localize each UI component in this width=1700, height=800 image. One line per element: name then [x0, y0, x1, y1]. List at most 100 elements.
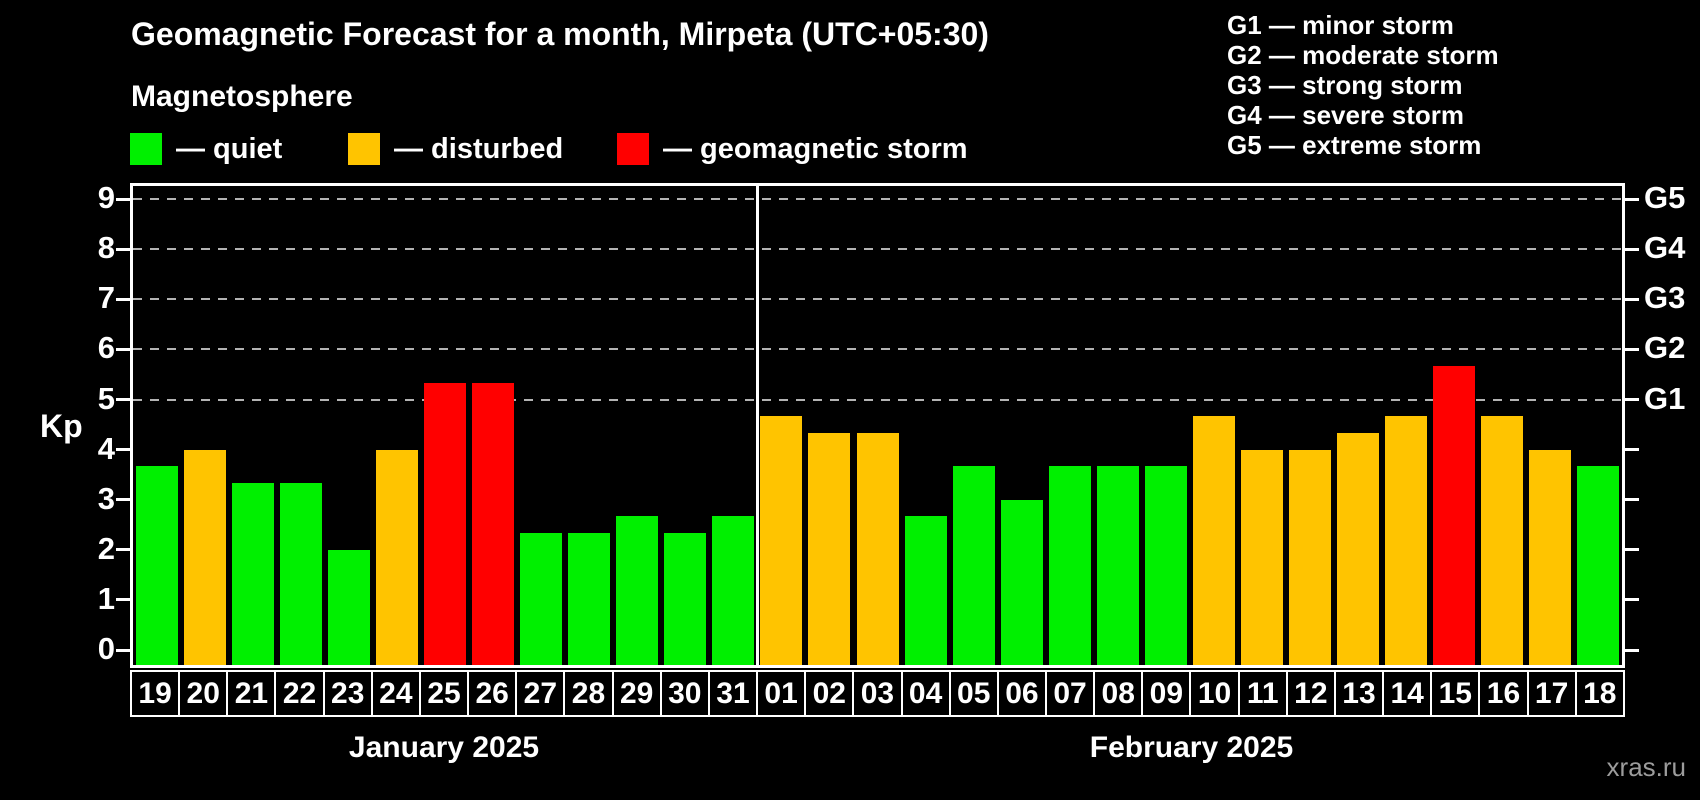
- kp-bar-january-20: [184, 449, 227, 665]
- kp-bar-january-21: [232, 483, 275, 665]
- kp-bar-february-09: [1144, 466, 1187, 665]
- y-tick-label-6: 6: [97, 330, 115, 366]
- day-label-february-13: 13: [1333, 670, 1385, 717]
- gridline-kp5: [133, 398, 1622, 401]
- day-label-february-10: 10: [1189, 670, 1240, 717]
- day-label-january-31: 31: [707, 670, 759, 717]
- right-tick-kp8: [1625, 247, 1639, 251]
- left-tick-kp4: [116, 448, 130, 452]
- day-label-february-05: 05: [948, 670, 999, 717]
- kp-bar-january-26: [472, 382, 515, 665]
- right-tick-kp4: [1625, 448, 1639, 452]
- kp-bar-february-18: [1576, 466, 1619, 665]
- y-tick-label-7: 7: [97, 280, 115, 316]
- day-label-january-28: 28: [563, 670, 614, 717]
- left-tick-kp8: [116, 247, 130, 251]
- kp-bar-february-13: [1336, 433, 1379, 665]
- day-label-february-08: 08: [1093, 670, 1144, 717]
- kp-bar-february-14: [1384, 416, 1427, 665]
- day-label-january-22: 22: [274, 670, 325, 717]
- kp-bar-february-15: [1432, 365, 1475, 665]
- left-tick-kp2: [116, 548, 130, 552]
- right-tick-kp0: [1625, 648, 1639, 652]
- right-tick-kp1: [1625, 598, 1639, 602]
- gridline-kp9: [133, 198, 1622, 201]
- left-tick-kp6: [116, 347, 130, 351]
- gridline-kp7: [133, 298, 1622, 301]
- g2-legend-line: G2 — moderate storm: [1227, 40, 1499, 70]
- day-label-january-30: 30: [659, 670, 710, 717]
- legend-label-disturbed: — disturbed: [394, 132, 564, 165]
- legend-item-quiet: — quiet: [130, 132, 282, 166]
- left-tick-kp0: [116, 648, 130, 652]
- kp-bar-january-28: [568, 533, 611, 665]
- kp-bar-january-22: [280, 483, 323, 665]
- right-tick-kp3: [1625, 498, 1639, 502]
- g-scale-legend: G1 — minor storm G2 — moderate storm G3 …: [1227, 10, 1499, 160]
- day-label-january-21: 21: [226, 670, 277, 717]
- y-tick-label-2: 2: [97, 530, 115, 566]
- kp-bar-february-10: [1192, 416, 1235, 665]
- g5-legend-line: G5 — extreme storm: [1227, 130, 1482, 160]
- legend-item-disturbed: — disturbed: [348, 132, 563, 166]
- y-axis-title-kp: Kp: [40, 408, 83, 444]
- right-axis-label-g3: G3: [1644, 280, 1686, 316]
- plot-area: 0 1 2 3 4 5 6 7 8 9 G1 G2 G3 G4 G5: [98, 180, 1685, 668]
- day-label-february-03: 03: [852, 670, 903, 717]
- legend-item-storm: — geomagnetic storm: [617, 132, 968, 166]
- quiet-color-swatch: [130, 133, 162, 165]
- storm-color-swatch: [617, 133, 649, 165]
- day-label-february-14: 14: [1382, 670, 1433, 717]
- day-label-february-07: 07: [1044, 670, 1096, 717]
- kp-bar-january-30: [664, 533, 707, 665]
- kp-bar-february-06: [1000, 499, 1043, 665]
- gridline-kp8: [133, 248, 1622, 251]
- day-label-february-12: 12: [1285, 670, 1336, 717]
- right-tick-kp9: [1625, 197, 1639, 201]
- day-label-january-24: 24: [370, 670, 421, 717]
- kp-bar-february-17: [1528, 449, 1571, 665]
- day-label-february-01: 01: [756, 670, 807, 717]
- day-label-january-19: 19: [130, 670, 181, 717]
- right-tick-kp2: [1625, 548, 1639, 552]
- y-tick-label-8: 8: [97, 230, 115, 266]
- disturbed-color-swatch: [348, 133, 380, 165]
- kp-bar-january-27: [520, 533, 563, 665]
- day-label-january-27: 27: [515, 670, 566, 717]
- kp-bar-february-16: [1480, 416, 1523, 665]
- left-tick-kp5: [116, 398, 130, 401]
- kp-bar-january-24: [376, 449, 419, 665]
- kp-bar-january-19: [136, 466, 179, 665]
- day-label-january-29: 29: [611, 670, 662, 717]
- kp-bar-february-01: [760, 416, 803, 665]
- day-label-february-06: 06: [996, 670, 1047, 717]
- y-tick-label-5: 5: [97, 380, 115, 416]
- y-tick-label-0: 0: [97, 631, 115, 666]
- day-label-january-20: 20: [178, 670, 229, 717]
- right-tick-kp5: [1625, 398, 1639, 401]
- day-label-february-11: 11: [1237, 670, 1288, 717]
- kp-bar-february-02: [808, 433, 851, 665]
- day-label-february-16: 16: [1478, 670, 1529, 717]
- subtitle-magnetosphere: Magnetosphere: [131, 80, 353, 113]
- day-label-february-18: 18: [1574, 670, 1625, 717]
- right-tick-kp6: [1625, 347, 1639, 351]
- kp-bar-february-03: [856, 433, 899, 665]
- day-label-february-15: 15: [1430, 670, 1481, 717]
- month-label-february: February 2025: [1089, 731, 1294, 764]
- right-tick-kp7: [1625, 297, 1639, 301]
- kp-bar-january-29: [616, 516, 659, 665]
- day-label-row: 19 20 21 22 23 24 25 26 27 28 29 30 31 01 02 03 04 05 06 07…: [130, 670, 1625, 717]
- kp-bar-february-08: [1096, 466, 1139, 665]
- legend-label-storm: — geomagnetic storm: [663, 132, 968, 165]
- kp-bar-february-11: [1240, 449, 1283, 665]
- day-label-february-02: 02: [804, 670, 855, 717]
- page-title: Geomagnetic Forecast for a month, Mirpet…: [131, 16, 989, 52]
- month-label-january: January 2025: [348, 731, 540, 764]
- g4-legend-line: G4 — severe storm: [1227, 100, 1465, 130]
- kp-bar-february-04: [904, 516, 947, 665]
- right-axis-label-g1: G1: [1644, 380, 1686, 416]
- left-tick-kp9: [116, 197, 130, 201]
- kp-bar-february-12: [1288, 449, 1331, 665]
